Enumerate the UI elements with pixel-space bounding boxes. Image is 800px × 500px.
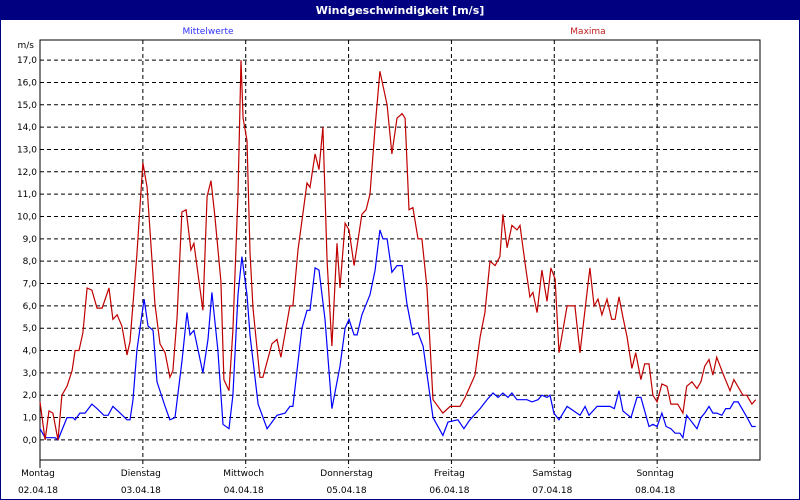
legend-mittelwerte: Mittelwerte — [182, 27, 233, 37]
series-group — [39, 60, 757, 441]
day-date-label: 06.04.18 — [429, 486, 469, 496]
day-name-label: Freitag — [434, 469, 465, 479]
day-date-label: 04.04.18 — [224, 486, 264, 496]
y-tick-label: 14,0 — [17, 123, 37, 133]
day-date-label: 03.04.18 — [121, 486, 161, 496]
legend-maxima: Maxima — [570, 27, 605, 37]
day-name-label: Dienstag — [121, 469, 161, 479]
y-tick-label: 8,0 — [23, 257, 38, 267]
y-tick-label: 12,0 — [17, 168, 37, 178]
day-name-label: Samstag — [533, 469, 572, 479]
y-axis: 0,0 1,0 2,0 3,0 4,0 5,0 6,0 7,0 8,0 9,0 10,0 11,0 12… — [17, 56, 37, 446]
y-tick-label: 9,0 — [23, 235, 38, 245]
series-line-maxima — [39, 60, 757, 441]
y-tick-label: 4,0 — [23, 347, 38, 357]
y-tick-label: 7,0 — [23, 280, 38, 290]
day-name-label: Mittwoch — [223, 469, 264, 479]
day-date-label: 07.04.18 — [532, 486, 572, 496]
y-tick-label: 0,0 — [23, 436, 38, 446]
day-name-label: Sonntag — [636, 469, 673, 479]
series-line-mittelwerte — [39, 229, 756, 441]
plot-frame — [39, 39, 761, 461]
day-date-label: 05.04.18 — [327, 486, 367, 496]
day-date-label: 02.04.18 — [18, 486, 58, 496]
y-tick-label: 5,0 — [23, 324, 38, 334]
y-tick-label: 1,0 — [23, 414, 38, 424]
day-name-label: Donnerstag — [320, 469, 373, 479]
y-tick-label: 16,0 — [17, 78, 37, 88]
y-tick-label: 13,0 — [17, 145, 37, 155]
y-tick-label: 17,0 — [17, 56, 37, 66]
window-title: Windgeschwindigkeit [m/s] — [1, 1, 799, 20]
y-tick-label: 2,0 — [23, 391, 38, 401]
y-tick-label: 6,0 — [23, 302, 38, 312]
grid — [39, 40, 760, 468]
day-name-label: Montag — [21, 469, 55, 479]
x-axis: Montag 02.04.18 Dienstag 03.04.18 Mittwoch 04… — [18, 469, 675, 496]
y-tick-label: 10,0 — [17, 212, 37, 222]
y-tick-label: 3,0 — [23, 369, 38, 379]
y-tick-label: 15,0 — [17, 101, 37, 111]
y-axis-label: m/s — [18, 41, 35, 51]
day-date-label: 08.04.18 — [635, 486, 675, 496]
y-tick-label: 11,0 — [17, 190, 37, 200]
